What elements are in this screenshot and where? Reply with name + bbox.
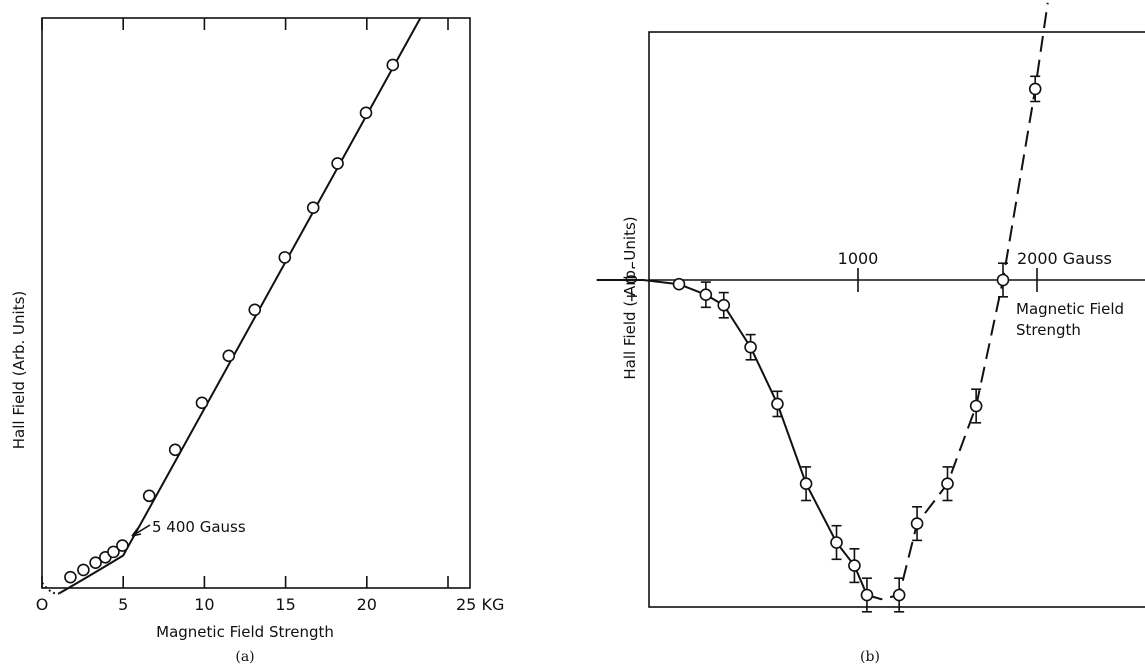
panel-a-annotation-arrow	[131, 524, 151, 537]
panel-a-y-axis-label: Hall Field (Arb. Units)	[10, 291, 28, 450]
panel-a-data-point	[386, 58, 400, 72]
panel-a-data-point	[359, 106, 373, 120]
panel-b-data-point	[848, 559, 861, 572]
panel-a-data-point	[248, 303, 262, 317]
panel-a-x-tick-label: 20	[357, 595, 377, 614]
panel-b-frame	[648, 31, 1145, 608]
panel-a-data-point	[195, 396, 209, 410]
panel-b-points	[672, 75, 1042, 613]
panel-b-x-tick-label: 2000 Gauss	[1017, 249, 1112, 268]
panel-a-data-point	[168, 443, 182, 457]
panel-a-points	[64, 58, 400, 584]
panel-b-tick-labels: 1000 2000 Gauss	[838, 249, 1112, 268]
panel-a-frame	[41, 17, 471, 589]
panel-b-data-point	[771, 397, 784, 411]
panel-b-x-axis-label-line2: Strength	[1016, 321, 1081, 339]
panel-a-data-point	[116, 539, 129, 552]
panel-a-data-point	[77, 563, 90, 577]
panel-a-data-point	[278, 251, 292, 264]
panel-b-x-tick-label: 1000	[838, 249, 879, 268]
panel-b-data-point	[799, 477, 813, 491]
panel-b-data-point	[717, 298, 731, 312]
panel-b-data-point	[996, 273, 1010, 287]
panel-a-fit-solid	[58, 17, 422, 595]
panel-b-data-point	[830, 536, 843, 549]
panel-b-data-point	[941, 477, 954, 491]
panel-a-x-tick-label: 15	[275, 595, 295, 614]
panel-a-data-point	[331, 157, 344, 170]
panel-a-caption: (a)	[235, 649, 254, 664]
panel-b-ticks	[857, 268, 1038, 292]
panel-b-data-point	[672, 277, 686, 291]
panel-b-data-point	[699, 288, 713, 302]
panel-a-fit-line	[41, 17, 422, 595]
panel-b: 1000 2000 Gauss Magnetic Field Strength H…	[596, 2, 1145, 664]
panel-a-tick-labels: O 5 10 15 20 25 KG	[36, 595, 505, 614]
panel-a-x-tick-label: 10	[194, 595, 214, 614]
panel-a-ticks	[41, 18, 449, 588]
panel-b-y-origin-label: + 0 –	[622, 261, 641, 303]
panel-b-curve	[596, 2, 1049, 601]
panel-a-data-point	[306, 201, 320, 214]
panel-b-caption: (b)	[860, 649, 880, 664]
panel-a-arrowhead	[131, 527, 142, 537]
panel-b-data-point	[910, 517, 924, 530]
panel-a: O 5 10 15 20 25 KG Magnetic Field Strength Ha…	[10, 17, 505, 664]
panel-a-data-point	[107, 545, 120, 559]
panel-b-data-point	[1028, 82, 1042, 96]
panel-a-annotation: 5 400 Gauss	[152, 518, 246, 536]
panel-a-data-point	[89, 556, 102, 570]
panel-a-data-point	[222, 349, 236, 363]
panel-b-x-axis-label-line1: Magnetic Field	[1016, 300, 1124, 318]
panel-b-data-point	[744, 340, 757, 354]
panel-b-y-axis-label: Hall Field ( Arb. Units)	[621, 216, 639, 379]
panel-a-data-point	[142, 489, 156, 503]
panel-b-data-point	[892, 588, 906, 602]
panel-a-x-tick-label: 5	[118, 595, 128, 614]
panel-a-x-tick-label: O	[36, 595, 49, 614]
panel-a-data-point	[64, 570, 77, 584]
panel-b-data-point	[969, 399, 983, 413]
panel-a-x-tick-label: 25 KG	[456, 595, 504, 614]
panel-b-data-point	[860, 588, 874, 602]
panel-a-x-axis-label: Magnetic Field Strength	[156, 623, 334, 641]
